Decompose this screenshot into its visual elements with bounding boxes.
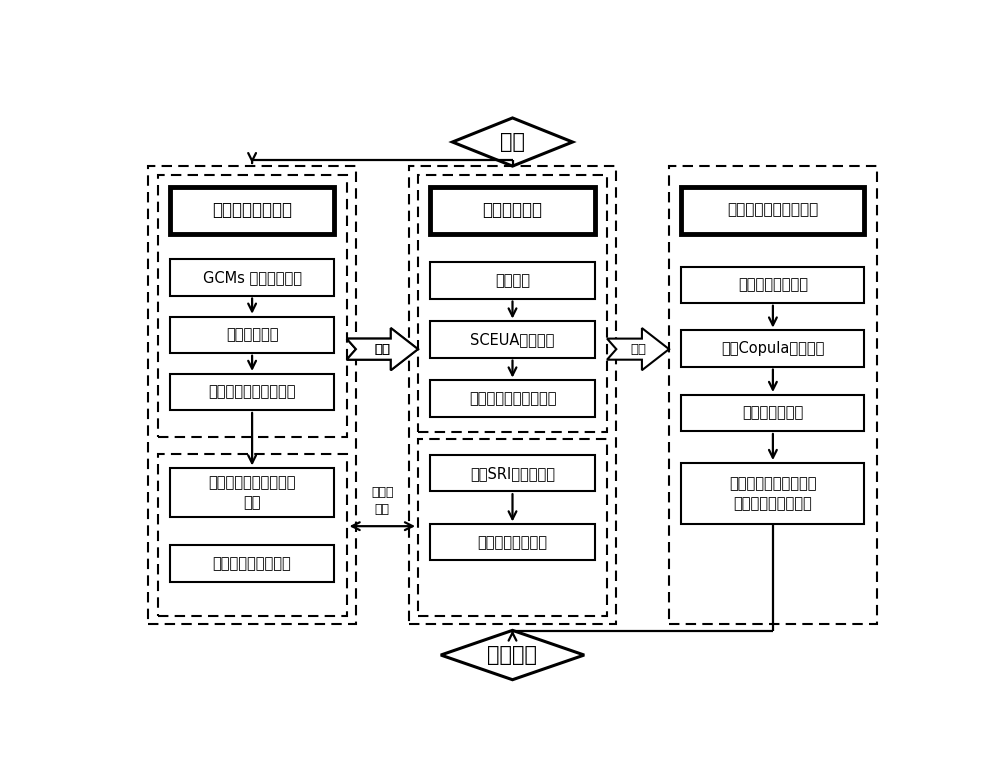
Polygon shape — [452, 118, 573, 166]
Bar — [681, 331, 864, 367]
Text: 水文模拟模块: 水文模拟模块 — [482, 201, 542, 219]
Bar — [158, 175, 347, 437]
Text: 输入: 输入 — [374, 343, 390, 356]
Text: 输入: 输入 — [630, 343, 646, 356]
Text: 分位数校正法: 分位数校正法 — [226, 327, 278, 343]
Text: 获取SRI指标长序列: 获取SRI指标长序列 — [470, 466, 555, 481]
Text: 获取未来气候模拟情景: 获取未来气候模拟情景 — [208, 385, 296, 400]
Bar — [681, 267, 864, 303]
Bar — [170, 546, 334, 582]
Text: SCEUA率定方法: SCEUA率定方法 — [470, 332, 555, 347]
Bar — [170, 187, 334, 234]
Bar — [430, 187, 595, 234]
Polygon shape — [441, 630, 584, 680]
Text: 气候情景生成模块: 气候情景生成模块 — [212, 201, 292, 219]
Text: 开始: 开始 — [500, 132, 525, 152]
Text: 评估水循环变异驱动下
的流域干旱灾害情势: 评估水循环变异驱动下 的流域干旱灾害情势 — [729, 476, 817, 511]
Bar — [170, 374, 334, 410]
Bar — [681, 187, 864, 234]
Bar — [430, 525, 595, 561]
Bar — [681, 395, 864, 431]
Text: 建立流域水热耦合平衡
方程: 建立流域水热耦合平衡 方程 — [208, 475, 296, 510]
Text: 验证相
关性: 验证相 关性 — [371, 486, 394, 516]
Text: 获取下垫面特征参数: 获取下垫面特征参数 — [213, 556, 291, 571]
Bar — [669, 166, 877, 624]
Text: 最可能组合情景: 最可能组合情景 — [742, 406, 804, 421]
Polygon shape — [347, 328, 418, 370]
Text: 获取未来径流模拟情景: 获取未来径流模拟情景 — [469, 391, 556, 406]
Text: 时变Copula联合分布: 时变Copula联合分布 — [721, 341, 825, 356]
Text: 输入: 输入 — [374, 343, 390, 356]
Bar — [681, 463, 864, 525]
Bar — [170, 317, 334, 353]
Bar — [430, 321, 595, 357]
Text: 水文模型: 水文模型 — [495, 273, 530, 288]
Polygon shape — [607, 328, 669, 370]
Bar — [170, 468, 334, 517]
Text: 时变水文频率分析模块: 时变水文频率分析模块 — [727, 203, 819, 217]
Bar — [158, 454, 347, 616]
Bar — [148, 166, 356, 624]
Bar — [418, 439, 607, 616]
Bar — [430, 381, 595, 417]
Text: 时变边缘分布模型: 时变边缘分布模型 — [738, 277, 808, 292]
Text: 输出结果: 输出结果 — [488, 645, 538, 665]
Text: GCMs 气候模式输出: GCMs 气候模式输出 — [203, 270, 302, 285]
Bar — [418, 175, 607, 432]
Polygon shape — [347, 328, 418, 370]
Bar — [430, 455, 595, 491]
Bar — [430, 263, 595, 299]
Bar — [170, 260, 334, 296]
Bar — [409, 166, 616, 624]
Text: 量化流域干旱特征: 量化流域干旱特征 — [478, 535, 548, 550]
